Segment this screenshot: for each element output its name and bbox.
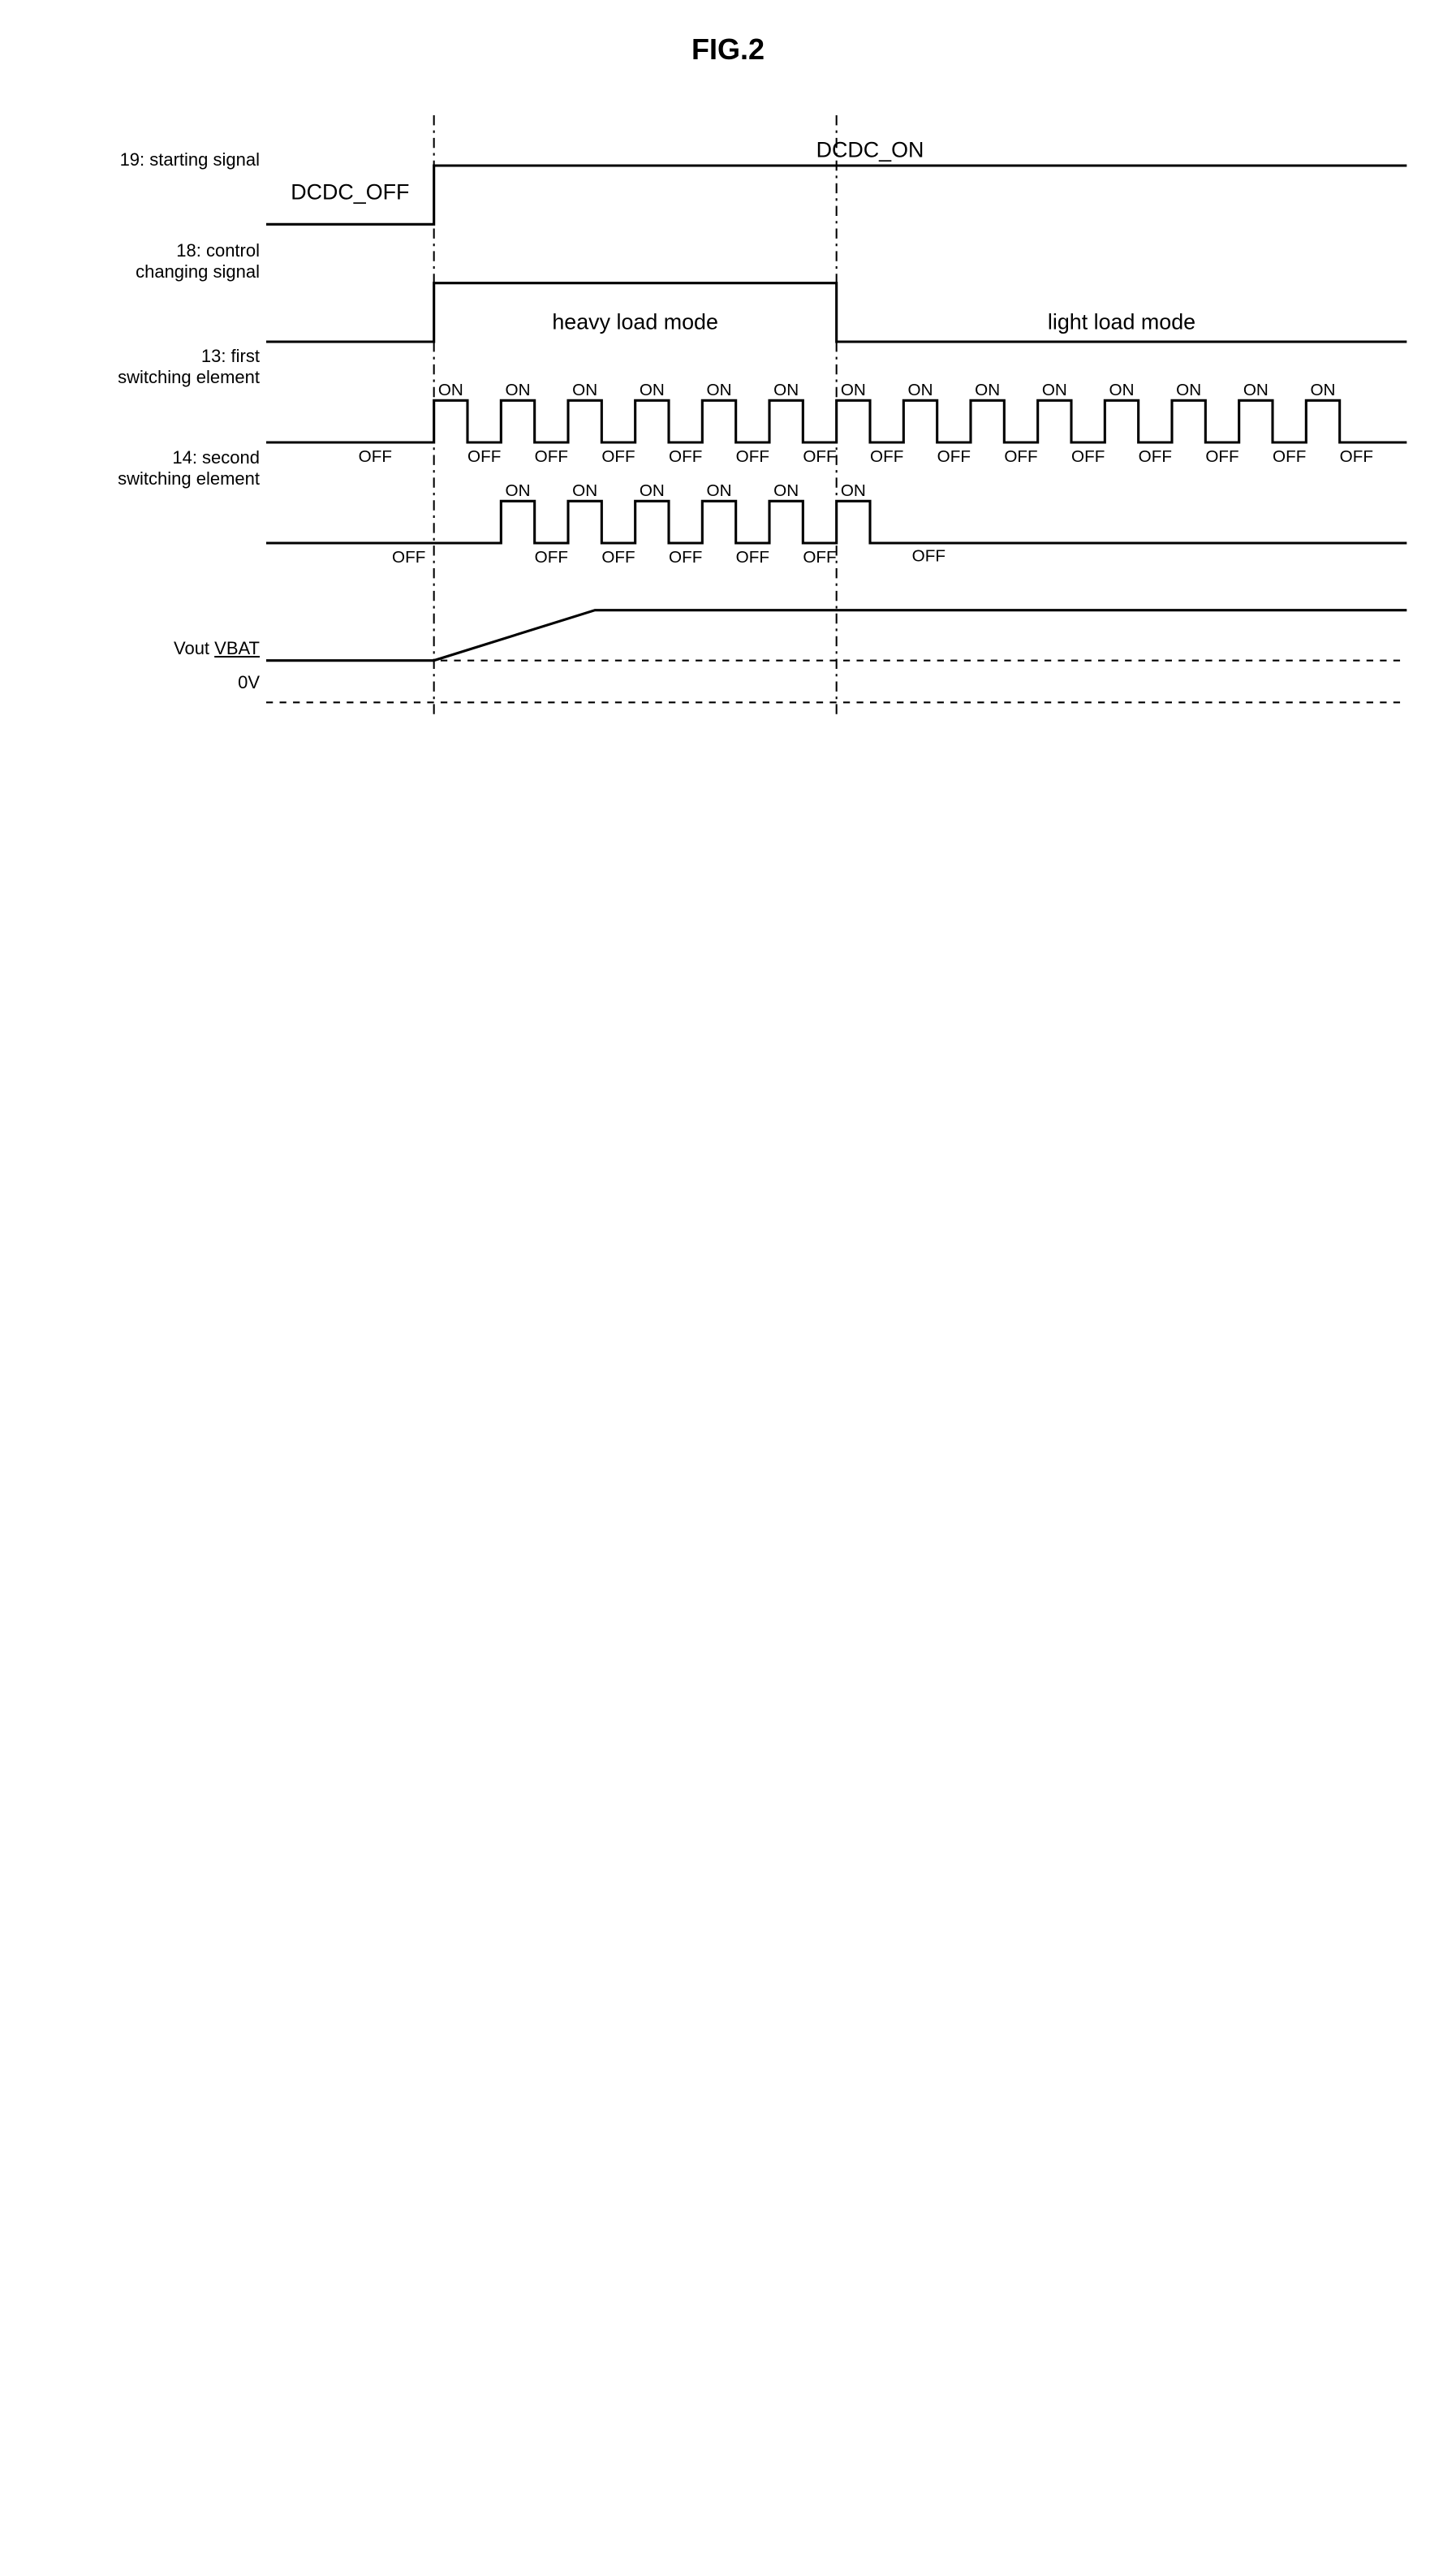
svg-text:OFF: OFF xyxy=(1273,447,1306,466)
svg-text:OFF: OFF xyxy=(535,447,568,466)
svg-text:ON: ON xyxy=(1042,381,1067,399)
svg-text:OFF: OFF xyxy=(1139,447,1172,466)
svg-text:ON: ON xyxy=(572,381,597,399)
svg-text:OFF: OFF xyxy=(535,548,568,567)
svg-text:OFF: OFF xyxy=(803,447,836,466)
svg-text:ON: ON xyxy=(506,381,531,399)
label-second-switching: 14: second switching element xyxy=(32,416,260,521)
svg-text:OFF: OFF xyxy=(736,447,769,466)
svg-text:ON: ON xyxy=(707,381,732,399)
svg-text:OFF: OFF xyxy=(359,447,392,466)
label-0v: 0V xyxy=(32,662,260,703)
svg-text:OFF: OFF xyxy=(736,548,769,567)
svg-text:ON: ON xyxy=(640,481,665,500)
svg-text:ON: ON xyxy=(438,381,463,399)
svg-text:ON: ON xyxy=(908,381,933,399)
svg-text:ON: ON xyxy=(707,481,732,500)
svg-text:OFF: OFF xyxy=(601,548,635,567)
row-labels: 19: starting signal 18: control changing… xyxy=(32,115,266,752)
svg-text:light load mode: light load mode xyxy=(1048,309,1195,334)
svg-text:OFF: OFF xyxy=(1205,447,1238,466)
figure-title: FIG.2 xyxy=(32,32,1424,67)
svg-text:ON: ON xyxy=(975,381,1000,399)
svg-text:ON: ON xyxy=(773,381,799,399)
label-control-signal: 18: control changing signal xyxy=(32,205,260,318)
svg-text:ON: ON xyxy=(640,381,665,399)
svg-text:OFF: OFF xyxy=(870,447,903,466)
svg-text:OFF: OFF xyxy=(1004,447,1037,466)
svg-text:DCDC_OFF: DCDC_OFF xyxy=(291,179,409,204)
waveform-svg: DCDC_OFF DCDC_ONheavy load mode light load… xyxy=(266,115,1424,752)
svg-text:OFF: OFF xyxy=(803,548,836,567)
label-first-switching: 13: first switching element xyxy=(32,318,260,416)
svg-text:ON: ON xyxy=(1176,381,1201,399)
svg-text:ON: ON xyxy=(841,481,866,500)
svg-text:OFF: OFF xyxy=(467,447,501,466)
svg-text:OFF: OFF xyxy=(1071,447,1105,466)
svg-text:OFF: OFF xyxy=(937,447,971,466)
label-vout: Vout VBAT xyxy=(32,635,260,662)
svg-text:OFF: OFF xyxy=(669,447,702,466)
svg-text:ON: ON xyxy=(1109,381,1135,399)
svg-text:OFF: OFF xyxy=(601,447,635,466)
svg-text:ON: ON xyxy=(572,481,597,500)
svg-text:OFF: OFF xyxy=(912,547,946,566)
svg-text:ON: ON xyxy=(1311,381,1336,399)
svg-text:ON: ON xyxy=(773,481,799,500)
timing-diagram: 19: starting signal 18: control changing… xyxy=(32,115,1424,752)
svg-text:OFF: OFF xyxy=(392,548,425,567)
svg-text:ON: ON xyxy=(1243,381,1269,399)
svg-text:DCDC_ON: DCDC_ON xyxy=(816,138,924,162)
svg-text:ON: ON xyxy=(506,481,531,500)
svg-text:heavy load mode: heavy load mode xyxy=(552,309,718,334)
svg-text:OFF: OFF xyxy=(669,548,702,567)
svg-text:OFF: OFF xyxy=(1340,447,1373,466)
svg-text:ON: ON xyxy=(841,381,866,399)
label-starting-signal: 19: starting signal xyxy=(32,115,260,205)
